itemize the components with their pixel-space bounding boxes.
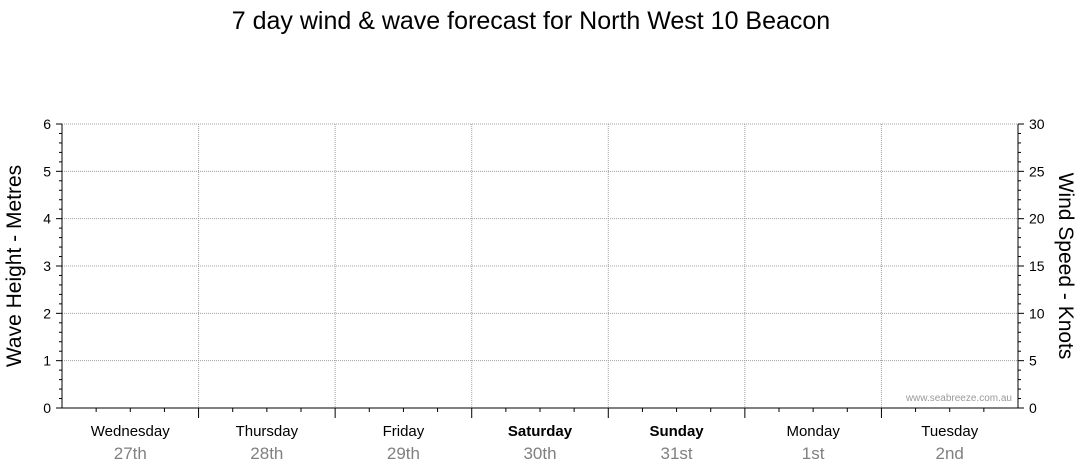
left-axis-label: Wave Height - Metres — [3, 165, 26, 367]
watermark: www.seabreeze.com.au — [905, 393, 1012, 404]
grid — [62, 123, 1018, 408]
right-tick-label: 10 — [1029, 305, 1045, 321]
right-tick-label: 20 — [1029, 211, 1045, 227]
right-axis-ticks: 0 5 10 15 20 25 30 — [1018, 116, 1045, 416]
date-label: 30th — [523, 444, 556, 463]
right-tick-label: 30 — [1029, 116, 1045, 132]
right-tick-label: 0 — [1029, 400, 1037, 416]
x-axis-labels: Wednesday 27th Thursday 28th Friday 29th Satur… — [91, 423, 979, 463]
date-label: 29th — [387, 444, 420, 463]
day-label: Monday — [786, 423, 840, 440]
day-label: Wednesday — [91, 423, 170, 440]
right-tick-label: 5 — [1029, 353, 1037, 369]
left-tick-label: 2 — [43, 305, 51, 321]
right-tick-label: 15 — [1029, 258, 1045, 274]
chart-title: 7 day wind & wave forecast for North Wes… — [232, 7, 830, 35]
day-label: Friday — [383, 423, 425, 440]
left-tick-label: 6 — [43, 116, 51, 132]
day-label: Saturday — [508, 423, 573, 440]
left-tick-label: 5 — [43, 163, 51, 179]
left-axis-ticks: 0 1 2 3 4 5 6 — [43, 116, 62, 416]
day-label: Thursday — [236, 423, 299, 440]
day-label: Tuesday — [921, 423, 978, 440]
axes — [61, 124, 1019, 418]
date-label: 1st — [802, 444, 825, 463]
right-tick-label: 25 — [1029, 163, 1045, 179]
date-label: 31st — [661, 444, 693, 463]
left-tick-label: 4 — [43, 211, 51, 227]
day-label: Sunday — [649, 423, 704, 440]
left-tick-label: 3 — [43, 258, 51, 274]
left-tick-label: 1 — [43, 353, 51, 369]
date-label: 2nd — [936, 444, 964, 463]
date-label: 28th — [250, 444, 283, 463]
date-label: 27th — [114, 444, 147, 463]
right-axis-label: Wind Speed - Knots — [1054, 173, 1077, 360]
left-tick-label: 0 — [43, 400, 51, 416]
